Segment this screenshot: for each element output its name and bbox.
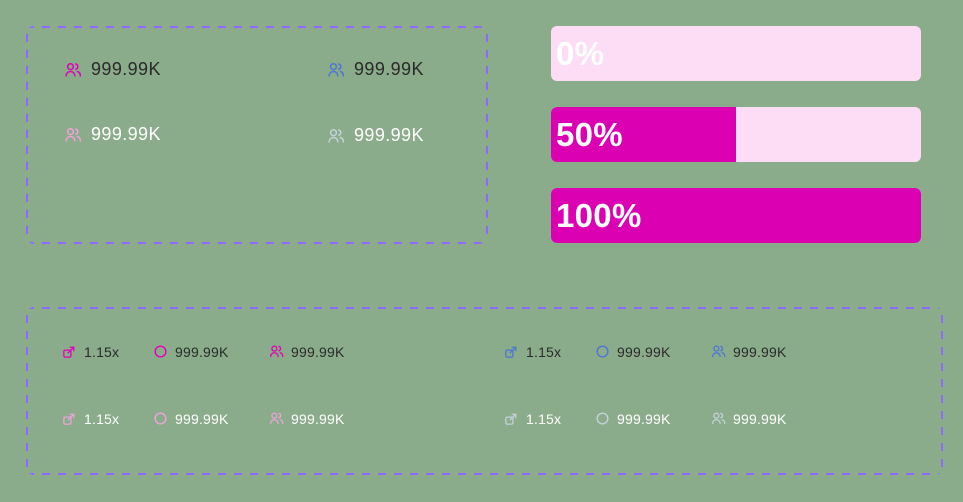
metric-value: 999.99K	[733, 343, 787, 360]
stat-value: 999.99K	[354, 125, 424, 145]
metric-value: 999.99K	[175, 410, 229, 427]
circle-icon	[594, 343, 611, 360]
top-stats-panel: 999.99K 999.99K 999.99K 999.99K	[26, 26, 488, 244]
progress-bar-100: 100%	[551, 188, 921, 243]
users-icon	[63, 60, 83, 80]
users-icon	[268, 410, 285, 427]
progress-fill	[551, 188, 921, 243]
share-box-icon	[61, 410, 78, 427]
right-row-1-multiplier: 1.15x	[503, 343, 561, 360]
left-row-1-circle: 999.99K	[152, 343, 229, 360]
stat-value: 999.99K	[354, 59, 424, 79]
users-icon	[710, 343, 727, 360]
metric-value: 999.99K	[617, 343, 671, 360]
left-row-2-users: 999.99K	[268, 410, 345, 427]
right-row-1-circle: 999.99K	[594, 343, 671, 360]
users-icon	[710, 410, 727, 427]
share-box-icon	[61, 343, 78, 360]
progress-label: 50%	[556, 116, 623, 153]
circle-icon	[152, 343, 169, 360]
metric-value: 999.99K	[733, 410, 787, 427]
users-icon	[63, 125, 83, 145]
progress-bar-0: 0%	[551, 26, 921, 81]
progress-label: 0%	[556, 35, 605, 72]
left-row-2-circle: 999.99K	[152, 410, 229, 427]
right-row-2-circle: 999.99K	[594, 410, 671, 427]
progress-bar-50: 50%	[551, 107, 921, 162]
stat-users-light-gray: 999.99K	[326, 125, 424, 146]
metric-value: 999.99K	[291, 343, 345, 360]
users-icon	[268, 343, 285, 360]
users-icon	[326, 60, 346, 80]
circle-icon	[594, 410, 611, 427]
progress-label: 100%	[556, 197, 642, 234]
metric-value: 1.15x	[84, 410, 120, 427]
left-row-1-multiplier: 1.15x	[61, 343, 119, 360]
share-box-icon	[503, 410, 520, 427]
share-box-icon	[503, 343, 520, 360]
stat-users-light-pink: 999.99K	[63, 124, 161, 145]
right-row-2-users: 999.99K	[710, 410, 787, 427]
metric-value: 999.99K	[291, 410, 345, 427]
stat-value: 999.99K	[91, 124, 161, 144]
metric-value: 1.15x	[84, 343, 120, 360]
right-row-2-multiplier: 1.15x	[503, 410, 561, 427]
right-row-1-users: 999.99K	[710, 343, 787, 360]
left-row-1-users: 999.99K	[268, 343, 345, 360]
metric-value: 999.99K	[175, 343, 229, 360]
stat-users-pink: 999.99K	[63, 59, 161, 80]
metric-value: 999.99K	[617, 410, 671, 427]
left-row-2-multiplier: 1.15x	[61, 410, 119, 427]
stat-value: 999.99K	[91, 59, 161, 79]
stat-users-blue: 999.99K	[326, 59, 424, 80]
users-icon	[326, 126, 346, 146]
bottom-metrics-panel: 1.15x 999.99K 999.99K 1.15x 999.99K 999.…	[26, 307, 943, 475]
metric-value: 1.15x	[526, 410, 562, 427]
progress-fill	[551, 107, 736, 162]
metric-value: 1.15x	[526, 343, 562, 360]
circle-icon	[152, 410, 169, 427]
